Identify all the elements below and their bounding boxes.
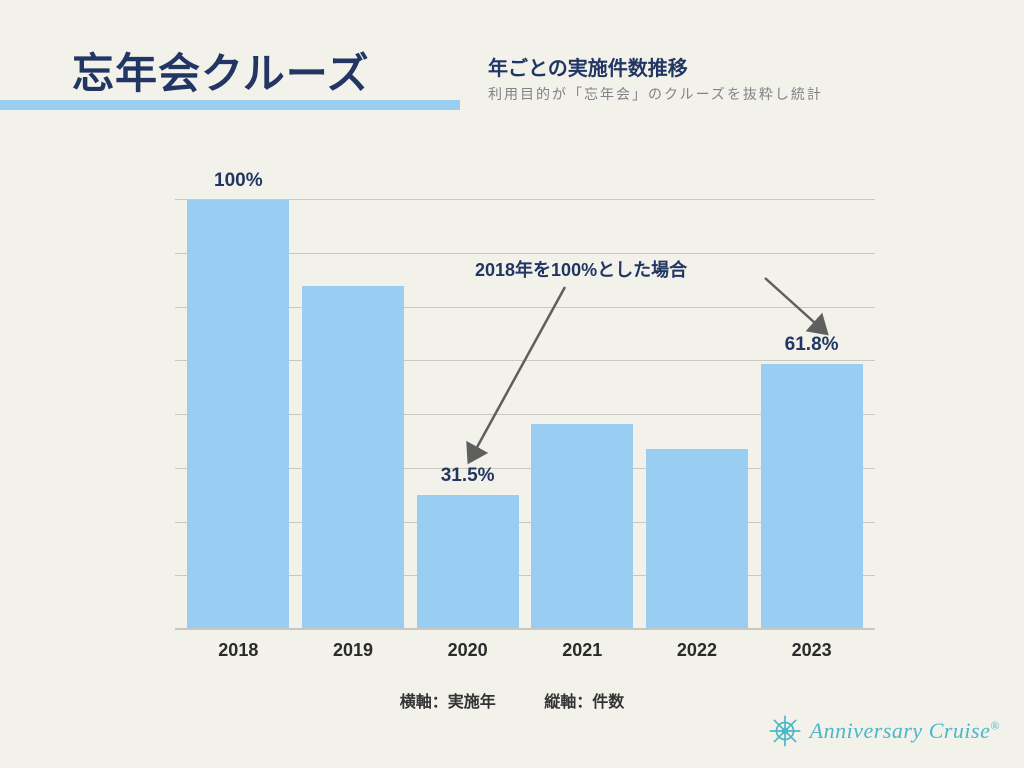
axis-caption-y: 縦軸：件数 xyxy=(544,694,624,711)
subtitle: 年ごとの実施件数推移 xyxy=(488,52,688,81)
bar xyxy=(761,364,863,630)
bar-value-label: 100% xyxy=(214,170,263,192)
chart-baseline xyxy=(175,628,875,630)
description: 利用目的が「忘年会」のクルーズを抜粋し統計 xyxy=(488,84,823,104)
x-axis-label: 2018 xyxy=(187,640,289,661)
bar-value-label: 61.8% xyxy=(785,334,839,356)
bar-value-label: 31.5% xyxy=(441,465,495,487)
bar-group xyxy=(646,449,748,630)
bar xyxy=(187,200,289,630)
bar xyxy=(646,449,748,630)
brand-logo-text: Anniversary Cruise® xyxy=(810,718,1000,744)
bar-group: 61.8% xyxy=(761,364,863,630)
x-axis-label: 2023 xyxy=(761,640,863,661)
chart-annotation-text: 2018年を100%とした場合 xyxy=(475,256,687,282)
bar-group xyxy=(302,286,404,630)
axis-caption-x: 横軸：実施年 xyxy=(400,694,496,711)
x-axis-label: 2020 xyxy=(417,640,519,661)
brand-logo: Anniversary Cruise® xyxy=(768,714,1000,748)
main-title: 忘年会クルーズ xyxy=(72,40,370,101)
bar-group xyxy=(531,424,633,630)
axis-caption: 横軸：実施年 縦軸：件数 xyxy=(0,688,1024,712)
header: 忘年会クルーズ 年ごとの実施件数推移 利用目的が「忘年会」のクルーズを抜粋し統計 xyxy=(0,30,1024,115)
bar xyxy=(302,286,404,630)
bar xyxy=(531,424,633,630)
bar-chart: 100%31.5%61.8% 201820192020202120222023 … xyxy=(175,200,875,630)
x-axis-label: 2019 xyxy=(302,640,404,661)
title-underline xyxy=(0,100,460,110)
bar-group: 31.5% xyxy=(417,495,519,630)
x-axis-label: 2021 xyxy=(531,640,633,661)
bar-group: 100% xyxy=(187,200,289,630)
x-axis-label: 2022 xyxy=(646,640,748,661)
ship-wheel-icon xyxy=(768,714,802,748)
bar xyxy=(417,495,519,630)
chart-xlabels: 2018 2019 2020 2021 2022 2023 xyxy=(175,640,875,661)
